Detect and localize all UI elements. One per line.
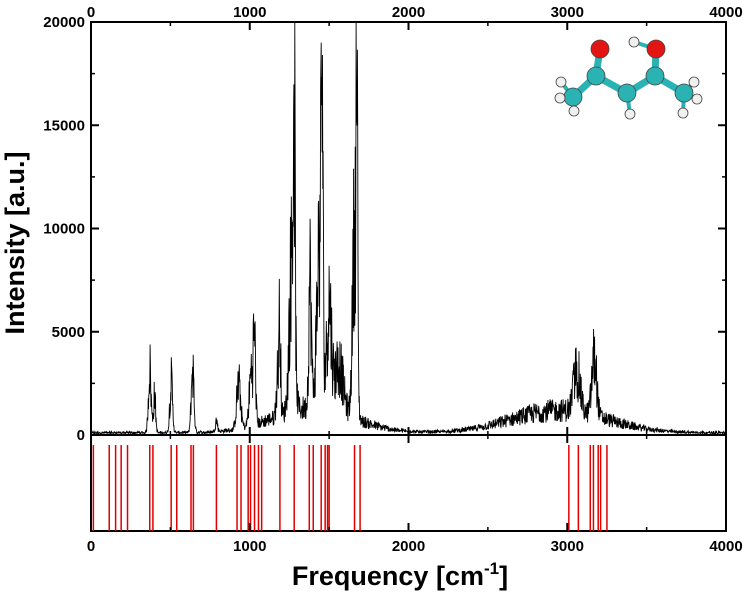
x-tick-label-top: 2000 <box>392 4 425 21</box>
y-tick-label: 15000 <box>43 117 85 134</box>
axis-ticks: 0 0 1000 1000 2000 2000 3000 3000 4000 4000 0 5000 1… <box>43 4 742 555</box>
main-plot-frame <box>90 21 727 436</box>
hydrogen-atom <box>688 76 700 88</box>
hydrogen-atom <box>554 92 566 104</box>
y-axis-title: Intensity [a.u.] <box>0 151 30 334</box>
carbon-atom <box>617 83 637 103</box>
hydrogen-atom <box>628 36 640 48</box>
x-tick-label-bottom: 4000 <box>709 538 742 555</box>
carbon-atom <box>674 83 694 103</box>
y-tick-label: 5000 <box>52 324 85 341</box>
x-tick-label-top: 1000 <box>233 4 266 21</box>
x-tick-label-top: 3000 <box>551 4 584 21</box>
oxygen-atom <box>646 39 666 59</box>
y-tick-label: 20000 <box>43 14 85 31</box>
x-tick-label-bottom: 2000 <box>392 538 425 555</box>
oxygen-atom <box>590 39 610 59</box>
stick-spectrum <box>92 445 608 531</box>
x-tick-label-top: 0 <box>87 4 95 21</box>
x-tick-label-bottom: 3000 <box>551 538 584 555</box>
spectrum-series <box>90 21 727 436</box>
molecule-inset <box>554 36 703 120</box>
x-axis-title: Frequency [cm-1] <box>292 559 508 591</box>
carbon-atom <box>586 66 606 86</box>
spectrum-line <box>90 21 727 436</box>
y-tick-label: 0 <box>77 427 85 444</box>
carbon-atom <box>645 66 665 86</box>
stick-plot-frame <box>90 434 727 532</box>
x-tick-label-bottom: 0 <box>87 538 95 555</box>
hydrogen-atom <box>568 105 580 117</box>
hydrogen-atom <box>691 93 703 105</box>
hydrogen-atom <box>677 107 689 119</box>
x-tick-label-top: 4000 <box>709 4 742 21</box>
hydrogen-atom <box>624 108 636 120</box>
hydrogen-atom <box>555 76 567 88</box>
carbon-atom <box>563 87 583 107</box>
molecule-bonds <box>558 40 699 116</box>
y-tick-label: 10000 <box>43 221 85 238</box>
x-tick-label-bottom: 1000 <box>233 538 266 555</box>
molecule-atoms <box>554 36 703 120</box>
